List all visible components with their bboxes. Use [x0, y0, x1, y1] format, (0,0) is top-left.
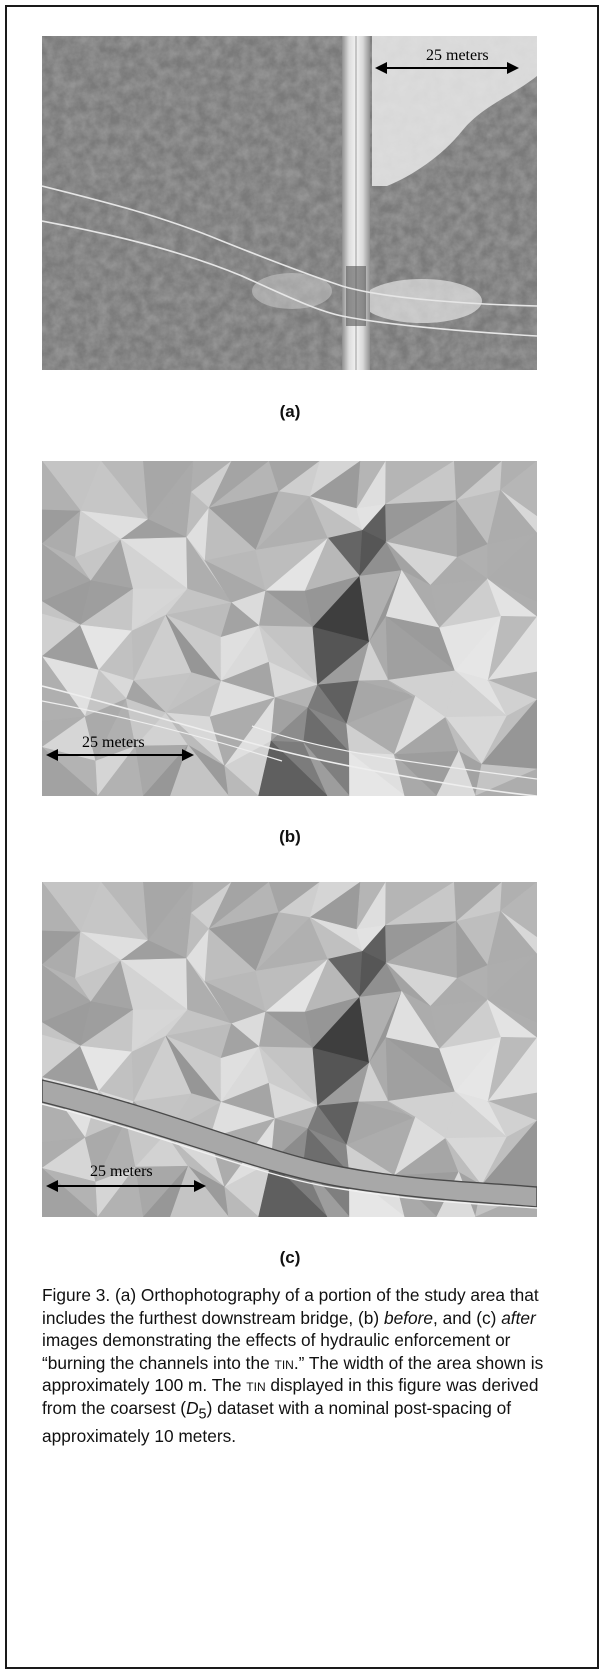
tin-facet — [475, 768, 537, 796]
tin-facet — [349, 1172, 406, 1217]
tin-facet — [224, 765, 260, 796]
panel-label-a: (a) — [279, 402, 301, 421]
tin-facet — [349, 751, 406, 796]
orthophoto-image: 25 meters — [42, 36, 537, 370]
tin-facet — [303, 742, 350, 796]
tin-facet — [258, 740, 329, 796]
tin-facet — [436, 750, 476, 796]
caption-tin: TIN — [274, 1352, 294, 1373]
caption-text: ) dataset with a nominal post-spacing of… — [42, 1397, 512, 1447]
panel-label-c: (c) — [279, 1248, 301, 1267]
caption-before: before — [383, 1307, 433, 1328]
caption-text: , and (c) — [432, 1307, 502, 1328]
tin-facet — [258, 1161, 329, 1217]
caption-dataset-sub: 5 — [198, 1405, 207, 1422]
caption-dataset: D — [186, 1397, 199, 1418]
tin-before-panel: 25 meters — [42, 461, 537, 796]
tin-facet — [42, 746, 99, 796]
tin-after-panel: 25 meters — [42, 882, 537, 1217]
tin-after-image: 25 meters — [42, 882, 537, 1217]
figure-frame — [5, 5, 599, 1669]
orthophoto-panel: 25 meters — [42, 36, 537, 370]
caption-text: displayed in this figure was derived fro… — [42, 1375, 539, 1418]
scale-bar-label: 25 meters — [426, 47, 489, 64]
caption-tin: TIN — [246, 1375, 266, 1395]
tin-facet — [224, 1186, 260, 1217]
caption-text: Figure 3. (a) Orthophotography of a port… — [42, 1285, 539, 1328]
caption-after: after — [501, 1307, 536, 1328]
tin-facet — [42, 1167, 99, 1217]
tin-before-image: 25 meters — [42, 461, 537, 796]
caption-text: .” The width of the area shown is approx… — [42, 1352, 544, 1396]
caption-text: images demonstrating the effects of hydr… — [42, 1330, 511, 1373]
scale-bar-label: 25 meters — [82, 734, 145, 751]
figure-caption: Figure 3. (a) Orthophotography of a port… — [42, 1284, 547, 1448]
panel-label-b: (b) — [279, 827, 301, 846]
tin-facet — [170, 1165, 229, 1217]
scale-bar-label: 25 meters — [90, 1163, 153, 1180]
